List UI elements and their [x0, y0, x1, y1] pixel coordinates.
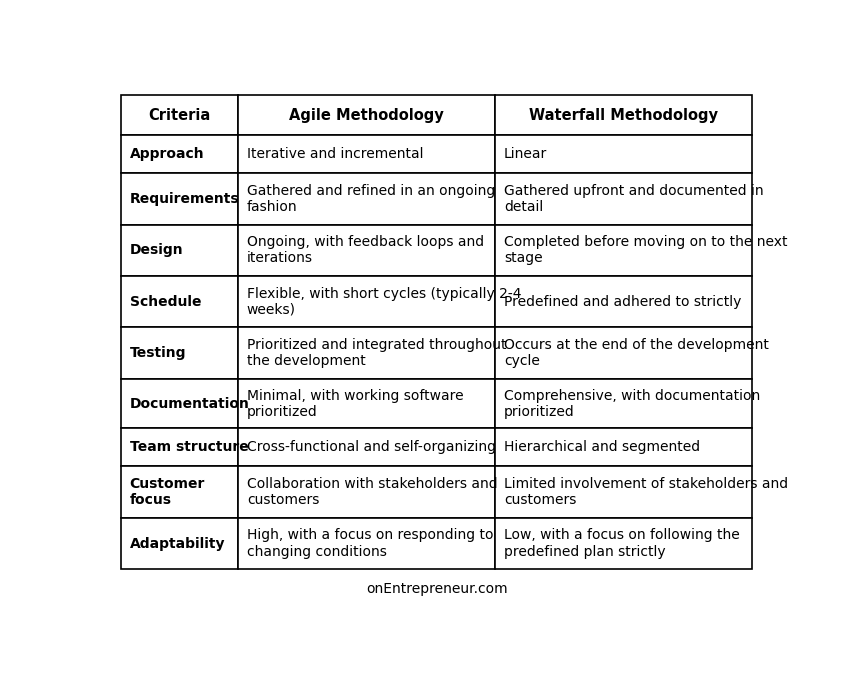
- Bar: [121, 135, 239, 173]
- Bar: [495, 276, 752, 328]
- Text: Customer
focus: Customer focus: [130, 477, 205, 508]
- Text: onEntrepreneur.com: onEntrepreneur.com: [366, 582, 508, 596]
- Bar: [239, 518, 495, 569]
- Text: Hierarchical and segmented: Hierarchical and segmented: [504, 440, 700, 454]
- Text: Flexible, with short cycles (typically 2-4
weeks): Flexible, with short cycles (typically 2…: [247, 287, 521, 317]
- Text: Collaboration with stakeholders and
customers: Collaboration with stakeholders and cust…: [247, 477, 498, 508]
- Bar: [495, 225, 752, 276]
- Bar: [121, 225, 239, 276]
- Text: Requirements: Requirements: [130, 192, 239, 206]
- Bar: [121, 276, 239, 328]
- Text: Completed before moving on to the next
stage: Completed before moving on to the next s…: [504, 235, 787, 265]
- Text: Approach: Approach: [130, 147, 204, 161]
- Bar: [121, 428, 239, 466]
- Bar: [239, 173, 495, 225]
- Bar: [239, 95, 495, 135]
- Text: Ongoing, with feedback loops and
iterations: Ongoing, with feedback loops and iterati…: [247, 235, 484, 265]
- Text: Agile Methodology: Agile Methodology: [290, 108, 444, 122]
- Text: Low, with a focus on following the
predefined plan strictly: Low, with a focus on following the prede…: [504, 529, 740, 559]
- Bar: [121, 379, 239, 428]
- Text: Criteria: Criteria: [148, 108, 210, 122]
- Text: Minimal, with working software
prioritized: Minimal, with working software prioritiz…: [247, 389, 463, 419]
- Text: Schedule: Schedule: [130, 295, 201, 308]
- Bar: [121, 95, 239, 135]
- Text: Linear: Linear: [504, 147, 547, 161]
- Text: Prioritized and integrated throughout
the development: Prioritized and integrated throughout th…: [247, 338, 506, 368]
- Bar: [239, 466, 495, 518]
- Bar: [239, 276, 495, 328]
- Text: Gathered and refined in an ongoing
fashion: Gathered and refined in an ongoing fashi…: [247, 184, 495, 214]
- Bar: [121, 518, 239, 569]
- Text: Gathered upfront and documented in
detail: Gathered upfront and documented in detai…: [504, 184, 763, 214]
- Text: Waterfall Methodology: Waterfall Methodology: [529, 108, 718, 122]
- Bar: [239, 135, 495, 173]
- Bar: [495, 173, 752, 225]
- Bar: [239, 225, 495, 276]
- Bar: [495, 466, 752, 518]
- Text: Predefined and adhered to strictly: Predefined and adhered to strictly: [504, 295, 741, 308]
- Text: Documentation: Documentation: [130, 397, 250, 410]
- Text: Cross-functional and self-organizing: Cross-functional and self-organizing: [247, 440, 496, 454]
- Bar: [239, 428, 495, 466]
- Bar: [121, 328, 239, 379]
- Bar: [495, 428, 752, 466]
- Text: Iterative and incremental: Iterative and incremental: [247, 147, 423, 161]
- Bar: [495, 328, 752, 379]
- Text: Limited involvement of stakeholders and
customers: Limited involvement of stakeholders and …: [504, 477, 788, 508]
- Text: Team structure: Team structure: [130, 440, 249, 454]
- Text: High, with a focus on responding to
changing conditions: High, with a focus on responding to chan…: [247, 529, 493, 559]
- Bar: [121, 173, 239, 225]
- Bar: [495, 95, 752, 135]
- Bar: [239, 379, 495, 428]
- Bar: [239, 328, 495, 379]
- Bar: [121, 466, 239, 518]
- Text: Occurs at the end of the development
cycle: Occurs at the end of the development cyc…: [504, 338, 769, 368]
- Bar: [495, 135, 752, 173]
- Text: Comprehensive, with documentation
prioritized: Comprehensive, with documentation priori…: [504, 389, 760, 419]
- Bar: [495, 379, 752, 428]
- Bar: [495, 518, 752, 569]
- Text: Testing: Testing: [130, 346, 186, 360]
- Text: Adaptability: Adaptability: [130, 536, 225, 551]
- Text: Design: Design: [130, 244, 183, 257]
